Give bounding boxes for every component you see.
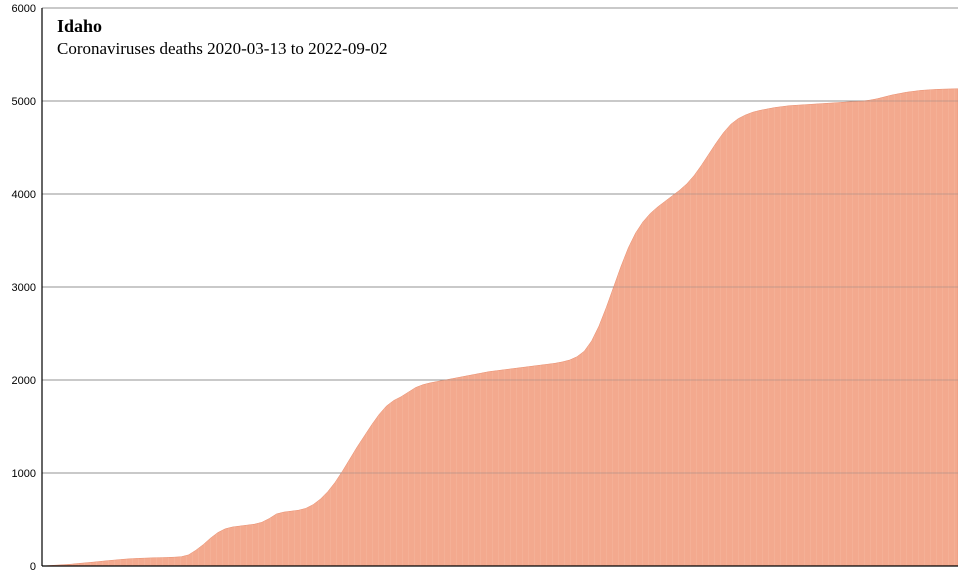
y-tick-label: 0 [30,561,36,573]
y-tick-label: 3000 [12,282,36,294]
chart-title-line1: Idaho [57,16,102,36]
chart-container: 0 1000 2000 3000 4000 5000 6000 Idaho Coronaviru… [0,0,964,581]
deaths-area-chart: 0 1000 2000 3000 4000 5000 6000 Idaho Coronaviru… [0,0,964,581]
y-tick-label: 2000 [12,375,36,387]
y-tick-label: 5000 [12,96,36,108]
y-tick-label: 6000 [12,3,36,15]
y-tick-label: 1000 [12,468,36,480]
chart-title-line2: Coronaviruses deaths 2020-03-13 to 2022-… [57,39,388,58]
y-tick-label: 4000 [12,189,36,201]
